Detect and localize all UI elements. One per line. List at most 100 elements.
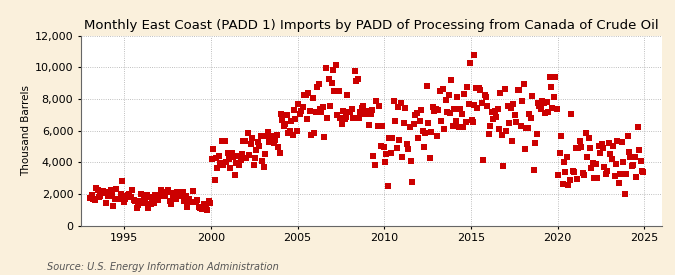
Point bbox=[131, 206, 142, 210]
Point bbox=[241, 155, 252, 160]
Point bbox=[346, 106, 357, 111]
Point bbox=[251, 148, 262, 152]
Point bbox=[427, 104, 438, 109]
Point bbox=[147, 199, 158, 203]
Point bbox=[554, 151, 565, 156]
Point bbox=[493, 127, 504, 131]
Point bbox=[404, 125, 415, 129]
Point bbox=[500, 87, 510, 92]
Point bbox=[148, 200, 159, 205]
Point bbox=[591, 162, 601, 167]
Point bbox=[470, 85, 481, 90]
Point bbox=[101, 201, 111, 205]
Point bbox=[107, 190, 117, 195]
Point bbox=[605, 152, 616, 156]
Point bbox=[437, 87, 448, 91]
Point bbox=[567, 169, 578, 173]
Point bbox=[121, 194, 132, 198]
Point bbox=[614, 181, 624, 185]
Point bbox=[267, 134, 277, 138]
Point bbox=[232, 154, 243, 158]
Point bbox=[294, 111, 305, 116]
Point bbox=[303, 91, 314, 96]
Point bbox=[563, 183, 574, 187]
Point bbox=[637, 169, 647, 173]
Y-axis label: Thousand Barrels: Thousand Barrels bbox=[20, 85, 30, 176]
Point bbox=[130, 198, 140, 203]
Point bbox=[628, 163, 639, 167]
Point bbox=[440, 97, 451, 102]
Point bbox=[596, 141, 607, 146]
Point bbox=[379, 159, 390, 164]
Point bbox=[541, 100, 552, 104]
Point bbox=[151, 192, 162, 197]
Point bbox=[103, 193, 113, 198]
Point bbox=[429, 109, 439, 113]
Point bbox=[296, 109, 306, 114]
Point bbox=[85, 196, 96, 200]
Point bbox=[387, 136, 398, 141]
Point bbox=[113, 197, 124, 201]
Point bbox=[488, 116, 499, 121]
Point bbox=[271, 133, 282, 137]
Point bbox=[599, 165, 610, 170]
Point bbox=[460, 120, 471, 125]
Point bbox=[564, 177, 575, 182]
Point bbox=[483, 131, 494, 136]
Point bbox=[192, 198, 202, 202]
Point bbox=[183, 197, 194, 201]
Point bbox=[255, 134, 266, 138]
Text: Source: U.S. Energy Information Administration: Source: U.S. Energy Information Administ… bbox=[47, 262, 279, 272]
Point bbox=[416, 108, 427, 112]
Point bbox=[97, 191, 107, 196]
Point bbox=[264, 139, 275, 144]
Point bbox=[190, 199, 201, 204]
Point bbox=[530, 140, 541, 145]
Point bbox=[423, 121, 434, 126]
Point bbox=[260, 152, 271, 156]
Point bbox=[638, 169, 649, 174]
Point bbox=[105, 188, 116, 192]
Point bbox=[446, 78, 457, 82]
Point bbox=[123, 193, 134, 197]
Point bbox=[157, 194, 168, 198]
Point bbox=[126, 194, 136, 199]
Point bbox=[300, 93, 311, 97]
Point bbox=[465, 60, 476, 65]
Point bbox=[634, 148, 645, 152]
Point bbox=[498, 164, 509, 168]
Point bbox=[364, 122, 375, 127]
Point bbox=[153, 198, 163, 202]
Point bbox=[348, 116, 358, 120]
Point bbox=[572, 177, 583, 182]
Point bbox=[265, 137, 276, 141]
Point bbox=[579, 173, 590, 177]
Point bbox=[351, 78, 362, 83]
Point bbox=[199, 202, 210, 206]
Point bbox=[431, 134, 442, 138]
Point bbox=[472, 106, 483, 111]
Point bbox=[331, 63, 342, 67]
Point bbox=[505, 106, 516, 110]
Point bbox=[521, 126, 532, 131]
Point bbox=[231, 161, 242, 165]
Point bbox=[504, 121, 514, 125]
Point bbox=[290, 117, 301, 121]
Point bbox=[358, 104, 369, 108]
Point bbox=[616, 140, 627, 144]
Point bbox=[577, 171, 588, 175]
Point bbox=[128, 198, 139, 202]
Point bbox=[193, 205, 204, 210]
Point bbox=[341, 115, 352, 119]
Point bbox=[142, 205, 153, 210]
Point bbox=[209, 177, 220, 182]
Point bbox=[507, 138, 518, 143]
Title: Monthly East Coast (PADD 1) Imports by PADD of Processing from Canada of Crude O: Monthly East Coast (PADD 1) Imports by P… bbox=[84, 19, 659, 32]
Point bbox=[273, 145, 284, 150]
Point bbox=[202, 208, 213, 213]
Point bbox=[573, 146, 584, 151]
Point bbox=[286, 119, 296, 123]
Point bbox=[433, 108, 443, 112]
Point bbox=[365, 112, 376, 116]
Point bbox=[400, 105, 410, 110]
